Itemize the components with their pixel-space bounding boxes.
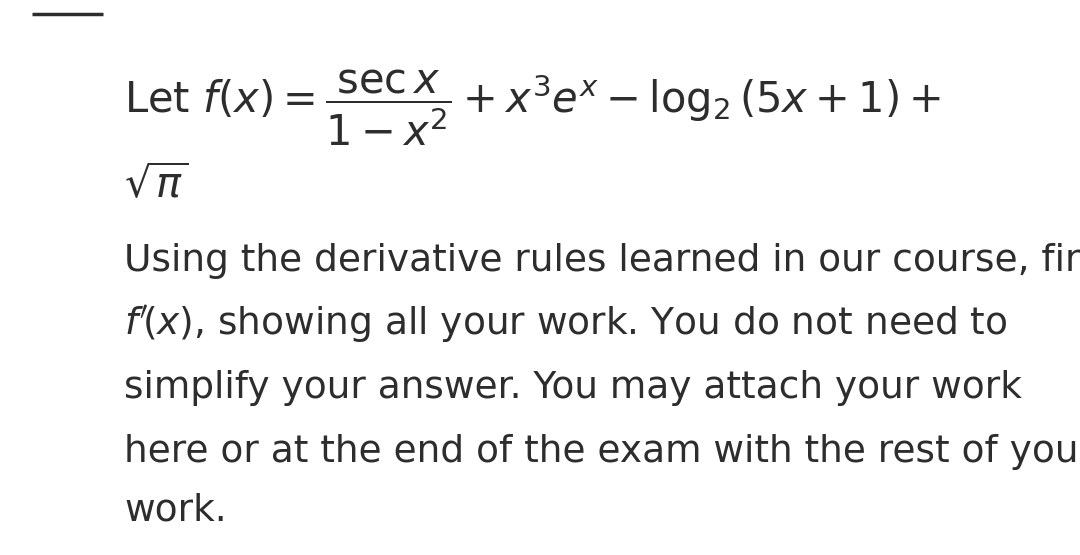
Text: here or at the end of the exam with the rest of your: here or at the end of the exam with the … [124,435,1080,470]
Text: $\sqrt{\pi}$: $\sqrt{\pi}$ [124,165,188,207]
Text: $f'\!(x)$, showing all your work. You do not need to: $f'\!(x)$, showing all your work. You do… [124,304,1008,345]
Text: simplify your answer. You may attach your work: simplify your answer. You may attach you… [124,371,1022,406]
Text: Using the derivative rules learned in our course, find: Using the derivative rules learned in ou… [124,243,1080,279]
Text: work.: work. [124,493,227,528]
Text: $\mathrm{Let}\ f(x) = \dfrac{\sec x}{1 - x^2} + x^3 e^{x} - \log_2(5x + 1) +$: $\mathrm{Let}\ f(x) = \dfrac{\sec x}{1 -… [124,68,941,149]
